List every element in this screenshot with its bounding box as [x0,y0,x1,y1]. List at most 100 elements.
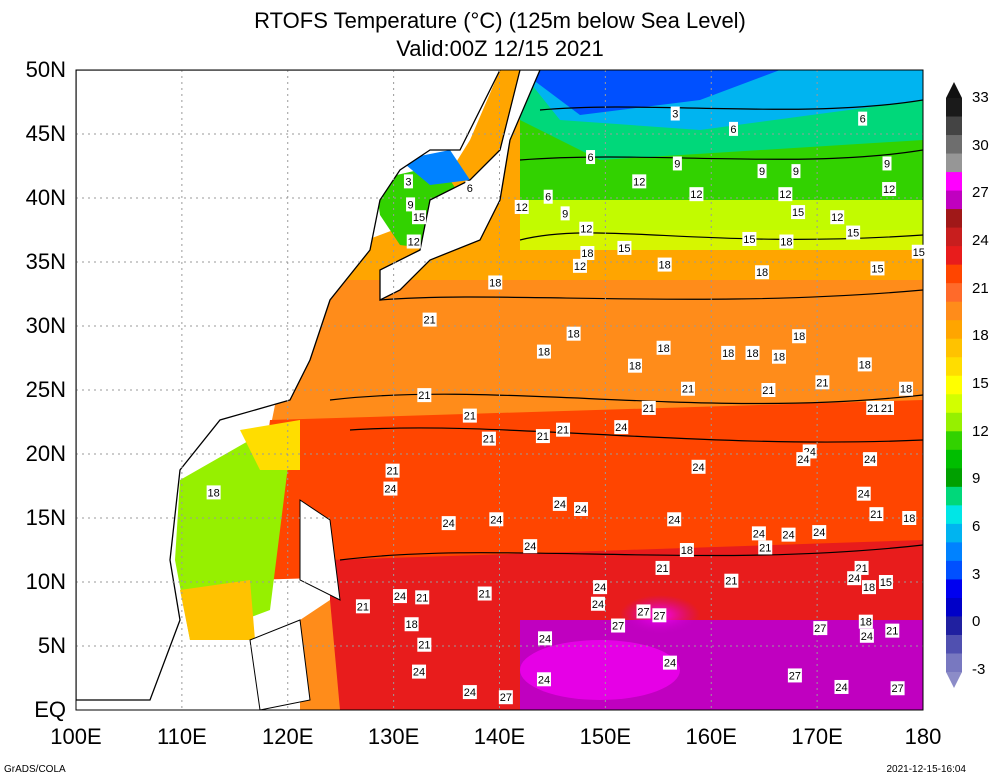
contour-label: 18 [859,359,871,371]
contour-label: 15 [880,577,892,589]
longitude-label: 120E [262,724,314,749]
contour-label-box [890,681,905,696]
contour-label: 21 [464,411,476,423]
latitude-label: 25N [25,377,66,402]
contour-label: 24 [554,499,566,511]
contour-label-box [812,525,827,540]
colorbar-label: 9 [972,470,981,488]
contour-label-box [772,349,787,364]
contour-label: 24 [394,591,406,603]
contour-label-box [422,312,437,327]
contour-label-box [535,429,550,444]
contour-label-box [593,580,608,595]
contour-label: 18 [780,237,792,249]
contour-label: 12 [779,189,791,201]
contour-label: 24 [861,631,873,643]
contour-label: 21 [418,640,430,652]
contour-label: 24 [782,530,794,542]
contour-label: 9 [793,166,799,178]
contour-label-box [781,527,796,542]
contour-label: 9 [408,199,414,211]
contour-label-box [617,240,632,255]
colorbar-segment [946,486,962,506]
contour-label-box [667,512,682,527]
contour-label-box [834,679,849,694]
contour-label: 12 [831,212,843,224]
longitude-label: 100E [50,724,102,749]
latitude-label: 30N [25,313,66,338]
colorbar-label: 0 [972,613,981,631]
contour-label: 9 [562,208,568,220]
contour-label-box [652,608,667,623]
contour-label: 27 [653,610,665,622]
contour-label: 24 [848,573,860,585]
colorbar-min-triangle [946,672,962,688]
contour-label-box [787,668,802,683]
contour-label: 6 [545,192,551,204]
contour-label: 12 [408,237,420,249]
contour-label-box [899,381,914,396]
colorbar-label: 15 [972,375,989,392]
contour-label: 6 [587,152,593,164]
colorbar-segment [946,283,962,303]
contour-label: 24 [668,514,680,526]
contour-label-box [691,459,706,474]
longitude-label: 170E [791,724,843,749]
contour-label: 21 [537,431,549,443]
contour-label-box [856,486,871,501]
contour-label: 21 [418,390,430,402]
contour-label: 24 [490,514,502,526]
contour-label-box [882,156,892,171]
colorbar-segment [946,394,962,414]
contour-label: 21 [557,425,569,437]
contour-label: 24 [858,489,870,501]
contour-label: 21 [416,592,428,604]
contour-label-box [815,375,830,390]
contour-label: 21 [423,315,435,327]
contour-label: 24 [615,422,627,434]
contour-label-box [679,543,694,557]
contour-label-box [406,234,421,249]
contour-label: 24 [753,528,765,540]
colorbar [946,82,962,688]
contour-label-box [556,422,571,437]
contour-label-box [778,187,793,202]
contour-label: 15 [413,212,425,224]
map-frame [75,69,924,711]
contour-label-box [536,672,551,687]
contour-label: 24 [464,687,476,699]
contour-label-box [441,516,456,531]
contour-label: 15 [743,234,755,246]
contour-label: 9 [759,166,765,178]
contour-label: 24 [594,582,606,594]
contour-label-box [392,589,407,604]
contour-label: 27 [612,621,624,633]
colorbar-segment [946,449,962,469]
contour-label: 18 [900,384,912,396]
contour-label-box [465,180,475,195]
contour-label: 21 [867,403,879,415]
footer-credit: GrADS/COLA [4,764,66,775]
contour-label: 21 [656,563,668,575]
contour-label-box [728,121,738,136]
contour-label-box [742,231,757,246]
contour-label: 24 [413,667,425,679]
contour-label: 18 [208,487,220,499]
contour-label: 18 [629,361,641,373]
contour-label-box [614,420,629,435]
latitude-label: EQ [34,697,66,722]
contour-label-box [572,258,587,273]
map-subtitle: Valid:00Z 12/15 2021 [396,36,604,61]
colorbar-label: 30 [972,136,989,154]
colorbar-label: -3 [972,661,986,678]
colorbar-label: 27 [972,184,989,202]
contour-label: 21 [886,626,898,638]
colorbar-segment [946,523,962,543]
contour-label-box [415,590,430,605]
contour-label-box [406,197,416,212]
contour-label: 21 [725,576,737,588]
contour-label-box [355,599,370,614]
contour-label: 21 [759,542,771,554]
contour-label-box [882,182,897,197]
latitude-label: 35N [25,249,66,274]
